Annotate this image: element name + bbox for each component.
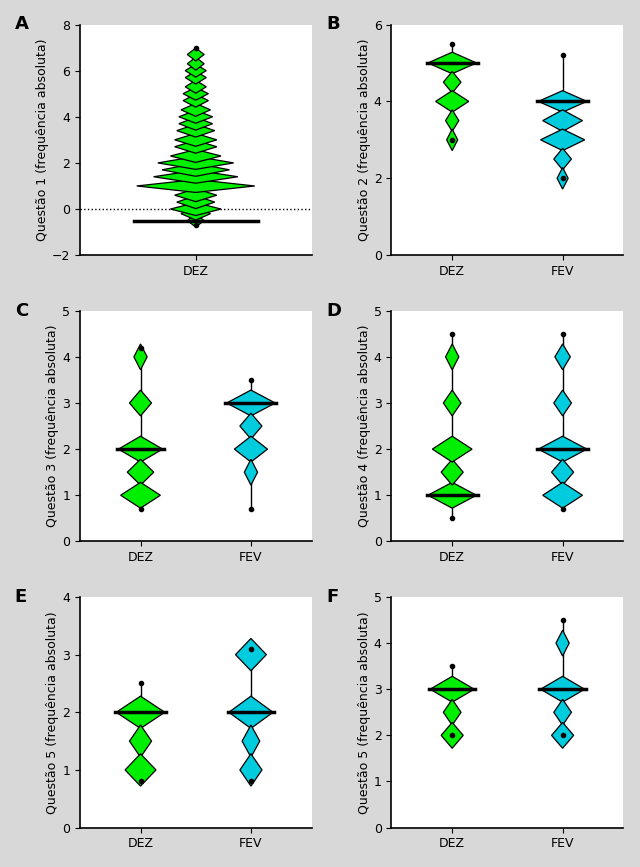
Polygon shape bbox=[240, 414, 262, 439]
Polygon shape bbox=[444, 700, 461, 725]
Polygon shape bbox=[125, 753, 156, 786]
Polygon shape bbox=[183, 95, 209, 108]
Text: B: B bbox=[326, 16, 340, 33]
Polygon shape bbox=[234, 436, 268, 462]
Text: D: D bbox=[326, 302, 342, 320]
Polygon shape bbox=[244, 460, 257, 486]
Polygon shape bbox=[185, 71, 206, 84]
Y-axis label: Questão 1 (frequência absoluta): Questão 1 (frequência absoluta) bbox=[36, 39, 49, 241]
Y-axis label: Questão 5 (frequência absoluta): Questão 5 (frequência absoluta) bbox=[46, 611, 60, 813]
Polygon shape bbox=[175, 134, 217, 147]
Polygon shape bbox=[170, 203, 221, 216]
Text: A: A bbox=[15, 16, 29, 33]
Polygon shape bbox=[188, 214, 204, 227]
Polygon shape bbox=[227, 390, 275, 416]
Polygon shape bbox=[554, 700, 572, 725]
Polygon shape bbox=[170, 149, 221, 162]
Polygon shape bbox=[127, 460, 154, 486]
Polygon shape bbox=[554, 390, 572, 416]
Polygon shape bbox=[177, 196, 214, 209]
Polygon shape bbox=[129, 390, 152, 416]
Polygon shape bbox=[538, 436, 587, 462]
Polygon shape bbox=[162, 163, 230, 176]
Polygon shape bbox=[116, 696, 165, 728]
Polygon shape bbox=[175, 140, 217, 153]
Polygon shape bbox=[552, 460, 573, 486]
Polygon shape bbox=[188, 48, 204, 61]
Polygon shape bbox=[236, 638, 266, 671]
Polygon shape bbox=[430, 676, 474, 702]
Text: E: E bbox=[15, 588, 27, 606]
Polygon shape bbox=[541, 129, 585, 151]
Y-axis label: Questão 2 (frequência absoluta): Questão 2 (frequência absoluta) bbox=[358, 39, 371, 241]
Polygon shape bbox=[137, 179, 255, 192]
Polygon shape bbox=[229, 696, 273, 728]
Polygon shape bbox=[447, 129, 458, 151]
Polygon shape bbox=[445, 110, 459, 132]
Polygon shape bbox=[185, 81, 206, 94]
Polygon shape bbox=[441, 460, 463, 486]
Polygon shape bbox=[179, 110, 212, 123]
Polygon shape bbox=[543, 482, 582, 508]
Polygon shape bbox=[556, 630, 569, 656]
Polygon shape bbox=[445, 344, 459, 370]
Polygon shape bbox=[242, 725, 260, 757]
Y-axis label: Questão 4 (frequência absoluta): Questão 4 (frequência absoluta) bbox=[358, 325, 371, 527]
Polygon shape bbox=[179, 117, 212, 130]
Polygon shape bbox=[428, 52, 477, 74]
Polygon shape bbox=[181, 103, 211, 116]
Y-axis label: Questão 5 (frequência absoluta): Questão 5 (frequência absoluta) bbox=[358, 611, 371, 813]
Polygon shape bbox=[181, 207, 211, 220]
Polygon shape bbox=[552, 722, 573, 748]
Polygon shape bbox=[240, 753, 262, 786]
Polygon shape bbox=[175, 189, 217, 202]
Polygon shape bbox=[185, 64, 206, 77]
Polygon shape bbox=[541, 676, 585, 702]
Text: F: F bbox=[326, 588, 339, 606]
Polygon shape bbox=[154, 170, 238, 183]
Polygon shape bbox=[557, 167, 568, 189]
Polygon shape bbox=[134, 344, 147, 370]
Polygon shape bbox=[129, 725, 152, 757]
Y-axis label: Questão 3 (frequência absoluta): Questão 3 (frequência absoluta) bbox=[46, 325, 60, 527]
Polygon shape bbox=[538, 91, 587, 112]
Polygon shape bbox=[183, 88, 209, 101]
Polygon shape bbox=[543, 110, 582, 132]
Polygon shape bbox=[436, 91, 468, 112]
Text: C: C bbox=[15, 302, 28, 320]
Polygon shape bbox=[441, 722, 463, 748]
Polygon shape bbox=[432, 436, 472, 462]
Polygon shape bbox=[118, 436, 163, 462]
Polygon shape bbox=[554, 148, 572, 170]
Polygon shape bbox=[428, 482, 477, 508]
Polygon shape bbox=[444, 390, 461, 416]
Polygon shape bbox=[158, 156, 234, 169]
Polygon shape bbox=[444, 71, 461, 93]
Polygon shape bbox=[188, 57, 204, 70]
Polygon shape bbox=[177, 124, 214, 137]
Polygon shape bbox=[555, 344, 570, 370]
Polygon shape bbox=[121, 482, 161, 508]
